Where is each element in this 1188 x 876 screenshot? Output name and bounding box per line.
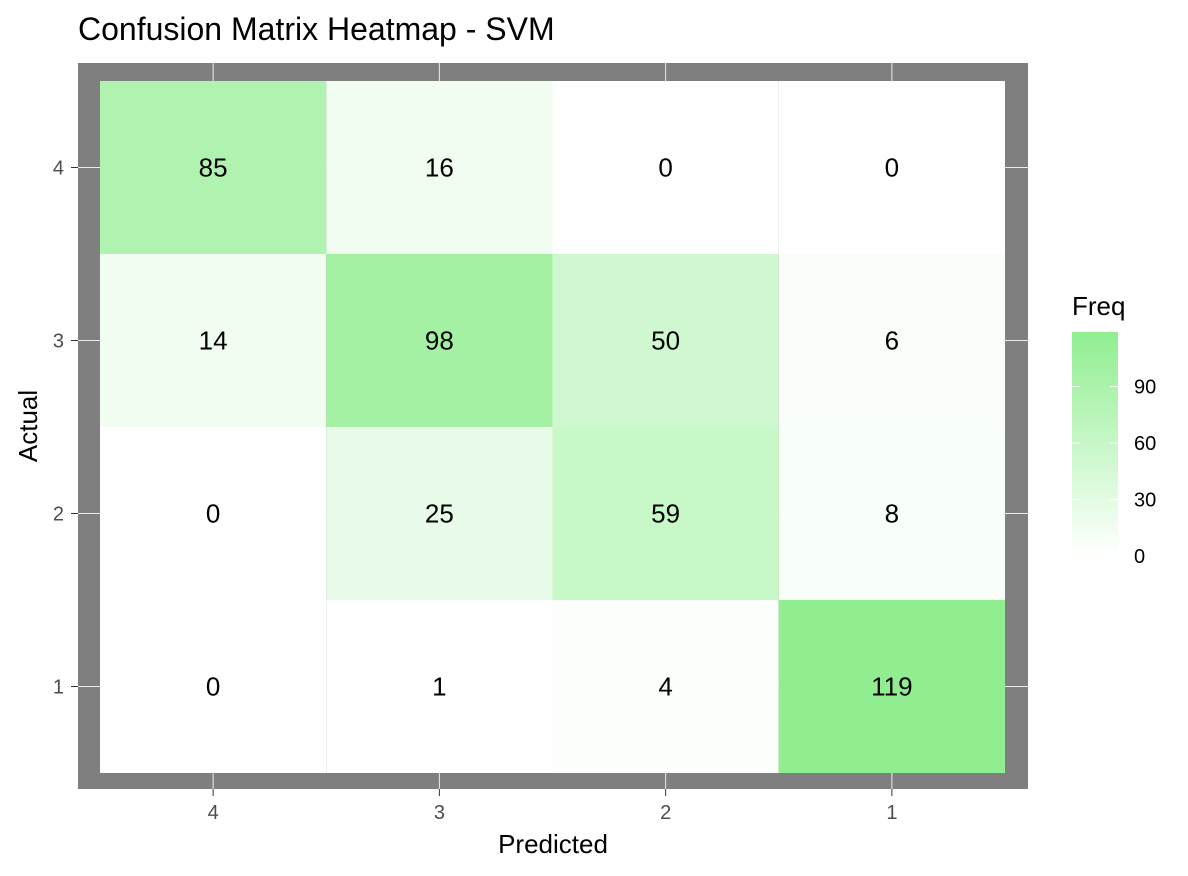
x-axis-title: Predicted [498, 829, 608, 859]
y-tick-label: 4 [53, 158, 64, 180]
chart-title: Confusion Matrix Heatmap - SVM [78, 11, 555, 47]
cell-label-actual-3-predicted-3: 98 [425, 326, 454, 356]
heatmap-cell-actual-4-predicted-4 [100, 81, 327, 254]
cell-label-actual-3-predicted-2: 50 [651, 326, 680, 356]
heatmap-cell-actual-4-predicted-3 [326, 81, 553, 254]
heatmap-cell-actual-1-predicted-1 [778, 600, 1005, 773]
x-tick-label: 2 [660, 802, 671, 824]
heatmap-cell-actual-4-predicted-2 [552, 81, 779, 254]
heatmap-cell-actual-1-predicted-4 [100, 600, 327, 773]
cell-label-actual-2-predicted-2: 59 [651, 499, 680, 529]
cell-label-actual-2-predicted-1: 8 [885, 499, 899, 529]
x-tick-label: 4 [208, 802, 219, 824]
y-axis-ticks: 4 3 2 1 [53, 158, 78, 699]
cell-label-actual-2-predicted-4: 0 [206, 499, 220, 529]
cell-label-actual-4-predicted-1: 0 [885, 153, 899, 183]
y-tick-label: 3 [53, 331, 64, 353]
cell-label-actual-4-predicted-3: 16 [425, 153, 454, 183]
heatmap-cell-labels: 85 16 0 014 98 50 60 25 59 80 1 4 119 [199, 153, 913, 702]
cell-label-actual-4-predicted-2: 0 [658, 153, 672, 183]
y-axis-title: Actual [13, 390, 43, 462]
heatmap-cell-actual-3-predicted-1 [778, 254, 1005, 427]
legend: Freq 0 30 60 90 [1072, 291, 1156, 568]
cell-label-actual-3-predicted-1: 6 [885, 326, 899, 356]
heatmap-cell-actual-3-predicted-3 [326, 254, 553, 427]
cell-label-actual-4-predicted-4: 85 [199, 153, 228, 183]
heatmap-cell-actual-4-predicted-1 [778, 81, 1005, 254]
cell-label-actual-1-predicted-1: 119 [871, 672, 912, 702]
heatmap-cell-actual-1-predicted-3 [326, 600, 553, 773]
heatmap-cells [100, 81, 1005, 773]
cell-label-actual-1-predicted-2: 4 [658, 672, 672, 702]
y-tick-label: 1 [53, 677, 64, 699]
heatmap-cell-actual-2-predicted-1 [778, 427, 1005, 600]
y-tick-label: 2 [53, 504, 64, 526]
x-axis-ticks: 4 3 2 1 [208, 789, 897, 824]
legend-tick-label: 0 [1134, 546, 1145, 568]
heatmap-cell-actual-3-predicted-2 [552, 254, 779, 427]
legend-color-bar [1072, 332, 1118, 556]
legend-tick-label: 60 [1134, 433, 1156, 455]
legend-tick-label: 90 [1134, 377, 1156, 399]
cell-label-actual-1-predicted-4: 0 [206, 672, 220, 702]
heatmap-cell-actual-2-predicted-3 [326, 427, 553, 600]
heatmap-cell-actual-1-predicted-2 [552, 600, 779, 773]
x-tick-label: 1 [886, 802, 897, 824]
heatmap-cell-actual-3-predicted-4 [100, 254, 327, 427]
heatmap-cell-actual-2-predicted-4 [100, 427, 327, 600]
cell-label-actual-2-predicted-3: 25 [425, 499, 454, 529]
legend-tick-label: 30 [1134, 490, 1156, 512]
legend-ticks: 0 30 60 90 [1072, 377, 1156, 568]
legend-title: Freq [1072, 291, 1125, 321]
cell-label-actual-3-predicted-4: 14 [199, 326, 228, 356]
x-tick-label: 3 [434, 802, 445, 824]
cell-label-actual-1-predicted-3: 1 [432, 672, 446, 702]
heatmap-cell-actual-2-predicted-2 [552, 427, 779, 600]
